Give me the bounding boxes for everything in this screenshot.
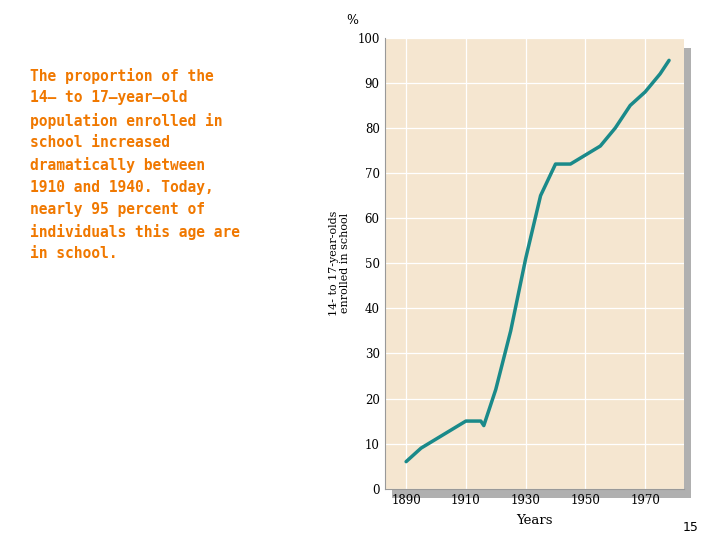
Text: %: % [346, 14, 359, 26]
Text: The proportion of the
14– to 17–year–old
population enrolled in
school increased: The proportion of the 14– to 17–year–old… [30, 68, 240, 261]
X-axis label: Years: Years [516, 514, 553, 527]
Y-axis label: 14- to 17-year-olds
enrolled in school: 14- to 17-year-olds enrolled in school [329, 211, 351, 316]
Text: 15: 15 [683, 521, 698, 534]
